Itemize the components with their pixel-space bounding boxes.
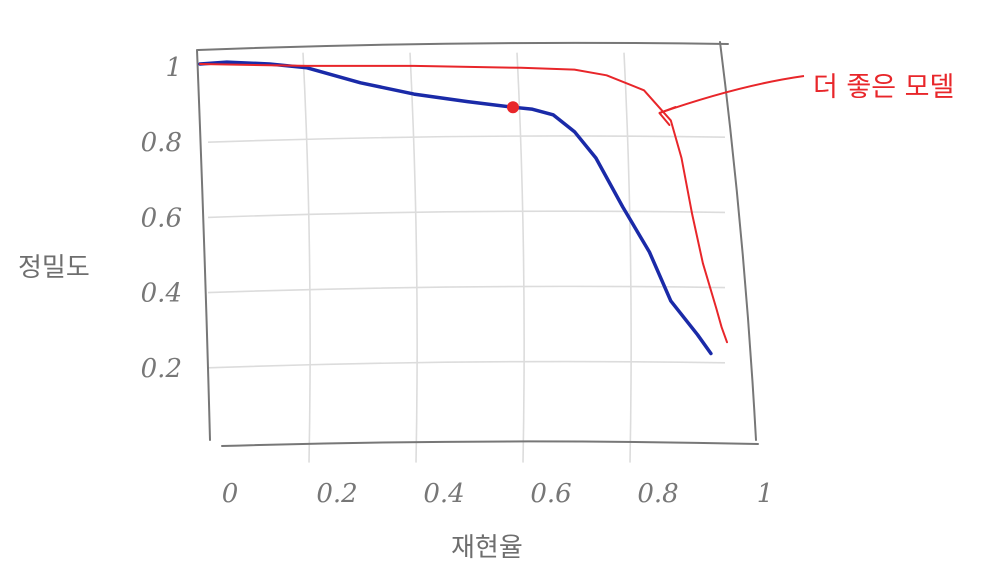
x-tick-label: 0.2 [316, 479, 357, 509]
grid-line-vertical [409, 52, 418, 463]
grid-line-horizontal [207, 360, 726, 369]
y-tick-label: 0.6 [141, 203, 182, 233]
frame-bottom [221, 440, 759, 447]
x-tick-label: 0.4 [423, 479, 464, 509]
y-tick-label: 0.8 [141, 128, 182, 158]
x-tick-label: 0.6 [530, 479, 571, 509]
grid [207, 52, 726, 463]
grid-line-horizontal [207, 135, 726, 143]
x-axis-title: 재현율 [451, 533, 523, 563]
y-tick-label: 0.2 [141, 354, 182, 384]
x-tick-label: 0 [222, 479, 239, 509]
annotation-label: 더 좋은 모델 [813, 72, 954, 103]
y-axis-title: 정밀도 [18, 253, 90, 283]
frame-left [196, 49, 211, 441]
annotation-arrow-shaft [659, 75, 805, 114]
chart-frame [196, 41, 759, 447]
frame-right [719, 41, 757, 441]
frame-top [197, 41, 729, 51]
series-line-1 [198, 60, 713, 356]
series-layer [198, 60, 728, 356]
x-tick-label: 0.8 [637, 479, 678, 509]
y-tick-label: 1 [165, 53, 182, 83]
grid-line-horizontal [207, 210, 726, 219]
x-tick-label: 1 [757, 479, 774, 509]
grid-line-vertical [302, 52, 311, 463]
series-line-2 [199, 63, 728, 344]
annotation-layer: 더 좋은 모델 [658, 72, 954, 126]
grid-line-vertical [623, 52, 632, 463]
tick-labels: 0 0.2 0.4 0.6 0.8 1 0.2 0.4 0.6 0.8 1 [141, 53, 774, 509]
y-tick-label: 0.4 [141, 279, 182, 309]
threshold-marker-point [506, 101, 519, 114]
annotation-arrow-head [658, 106, 677, 126]
grid-line-vertical [516, 52, 525, 463]
grid-line-horizontal [207, 285, 726, 294]
